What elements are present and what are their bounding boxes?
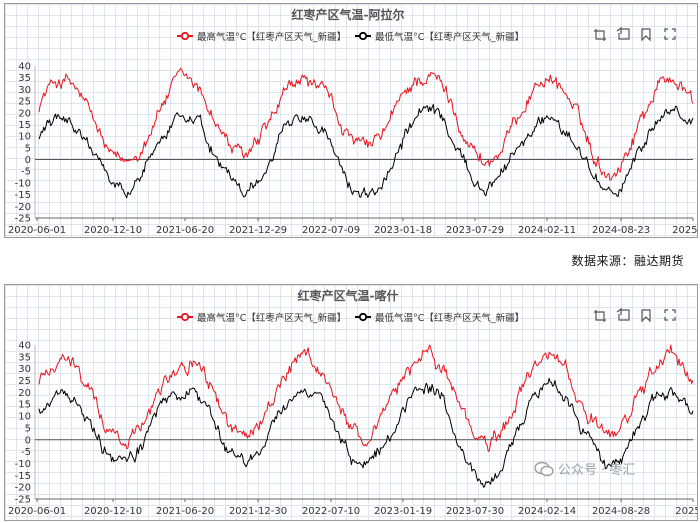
y-tick-label: 25: [18, 97, 31, 108]
x-tick-label: 2024-02-11: [518, 225, 576, 236]
x-tick-label: 2025-0: [675, 506, 697, 517]
x-tick-label: 2021-12-30: [229, 506, 287, 517]
y-tick-label: -10: [15, 459, 31, 470]
legend: 最高气温°C【红枣产区天气_新疆】 最低气温°C【红枣产区天气_新疆】: [177, 31, 524, 43]
y-tick-label: 5: [25, 143, 31, 154]
bookmark-icon: [641, 28, 651, 42]
legend-label: 最低气温°C【红枣产区天气_新疆】: [375, 312, 524, 324]
x-tick-label: 2021-12-29: [229, 225, 287, 236]
x-tick-label: 2023-01-19: [374, 506, 432, 517]
chart-panel-alaer: 红枣产区气温-阿拉尔最高气温°C【红枣产区天气_新疆】 最低气温°C【红枣产区天气…: [4, 3, 698, 238]
undo-icon: [616, 307, 630, 321]
y-tick-label: 20: [18, 388, 31, 399]
legend-label: 最高气温°C【红枣产区天气_新疆】: [197, 312, 346, 324]
legend-item-min-temp: 最低气温°C【红枣产区天气_新疆】: [355, 312, 524, 324]
fullscreen-icon: [664, 309, 676, 321]
series-line-min-temp: [38, 377, 694, 488]
undo-icon: [616, 26, 630, 40]
chart-title: 红枣产区气温-阿拉尔: [292, 7, 405, 22]
y-tick-label: -20: [15, 202, 31, 213]
y-tick-label: 15: [18, 400, 31, 411]
x-tick-label: 2020-06-01: [8, 506, 66, 517]
x-tick-label: 2022-07-10: [302, 506, 360, 517]
watermark-text: 公众号 · 枣汇: [558, 463, 636, 478]
y-tick-label: 10: [18, 412, 31, 423]
zoom-icon: [594, 29, 606, 41]
legend-label: 最高气温°C【红枣产区天气_新疆】: [197, 31, 346, 43]
x-tick-label: 2024-08-28: [592, 506, 650, 517]
x-tick-label: 2025-03: [672, 225, 697, 236]
x-tick-label: 2023-07-29: [446, 225, 504, 236]
y-tick-label: -25: [15, 495, 31, 506]
y-tick-label: -5: [21, 447, 31, 458]
x-tick-label: 2024-08-23: [592, 225, 650, 236]
y-tick-label: 10: [18, 132, 31, 143]
series-line-max-temp: [38, 67, 694, 181]
y-tick-label: 40: [18, 62, 31, 73]
y-tick-label: -20: [15, 483, 31, 494]
background-grid: [5, 4, 697, 237]
x-tick-label: 2021-06-20: [156, 506, 214, 517]
x-tick-label: 2021-06-20: [156, 225, 214, 236]
x-tick-label: 2023-01-18: [374, 225, 432, 236]
y-tick-label: 15: [18, 120, 31, 131]
legend-item-max-temp: 最高气温°C【红枣产区天气_新疆】: [177, 31, 346, 43]
x-tick-label: 2024-02-14: [518, 506, 576, 517]
y-tick-label: 5: [25, 423, 31, 434]
legend-marker: [358, 312, 368, 322]
chart-panel-kashgar: 红枣产区气温-喀什最高气温°C【红枣产区天气_新疆】 最低气温°C【红枣产区天气_…: [4, 284, 698, 521]
legend-label: 最低气温°C【红枣产区天气_新疆】: [375, 31, 524, 43]
y-tick-label: -10: [15, 178, 31, 189]
x-axis: 2020-06-01 2020-12-10 2021-06-20 2021-12-30…: [8, 498, 697, 517]
x-tick-label: 2023-07-30: [446, 506, 504, 517]
legend-marker: [180, 312, 190, 322]
data-source-label: 数据来源：融达期货: [571, 254, 684, 268]
legend: 最高气温°C【红枣产区天气_新疆】 最低气温°C【红枣产区天气_新疆】: [177, 312, 524, 324]
y-tick-label: -5: [21, 167, 31, 178]
y-tick-label: -25: [15, 214, 31, 225]
series-line-max-temp: [38, 344, 694, 452]
y-tick-label: 0: [25, 435, 31, 446]
legend-item-max-temp: 最高气温°C【红枣产区天气_新疆】: [177, 312, 346, 324]
y-tick-label: 35: [18, 73, 31, 84]
y-tick-label: -15: [15, 190, 31, 201]
x-tick-label: 2020-12-10: [84, 225, 142, 236]
legend-item-min-temp: 最低气温°C【红枣产区天气_新疆】: [355, 31, 524, 43]
chart-title: 红枣产区气温-喀什: [298, 288, 399, 303]
zoom-icon: [594, 310, 606, 322]
x-axis: 2020-06-01 2020-12-10 2021-06-20 2021-12-29…: [8, 217, 697, 236]
y-tick-label: 40: [18, 341, 31, 352]
bookmark-icon: [641, 309, 651, 323]
x-tick-label: 2020-12-10: [84, 506, 142, 517]
toolbox: [594, 307, 676, 323]
y-tick-label: 30: [18, 364, 31, 375]
y-tick-label: 0: [25, 155, 31, 166]
wechat-icon: [534, 461, 554, 477]
legend-marker: [358, 31, 368, 41]
toolbox: [594, 26, 676, 42]
legend-marker: [180, 31, 190, 41]
y-tick-label: 25: [18, 376, 31, 387]
series-line-min-temp: [38, 103, 694, 199]
y-tick-label: 35: [18, 352, 31, 363]
watermark: 公众号 · 枣汇: [534, 459, 635, 478]
x-tick-label: 2022-07-09: [302, 225, 360, 236]
fullscreen-icon: [664, 28, 676, 40]
x-tick-label: 2020-06-01: [8, 225, 66, 236]
y-tick-label: 30: [18, 85, 31, 96]
y-tick-label: -15: [15, 471, 31, 482]
y-tick-label: 20: [18, 108, 31, 119]
